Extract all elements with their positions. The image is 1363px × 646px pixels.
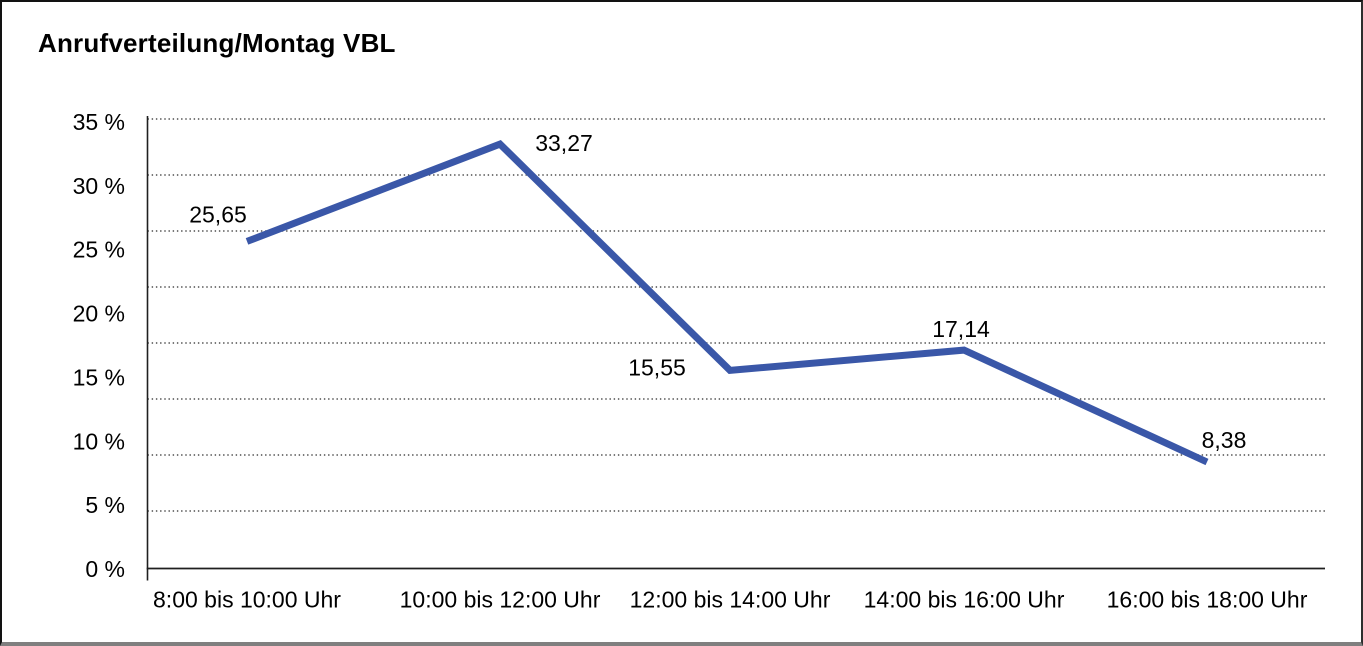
y-tick-label: 35 % — [73, 109, 125, 135]
chart-title: Anrufverteilung/Montag VBL — [38, 28, 396, 58]
x-category-label: 14:00 bis 16:00 Uhr — [864, 587, 1065, 613]
data-point-label: 33,27 — [535, 130, 593, 156]
y-tick-label: 25 % — [73, 237, 125, 263]
y-tick-label: 5 % — [85, 492, 125, 518]
x-category-label: 8:00 bis 10:00 Uhr — [153, 587, 341, 613]
data-series-line — [245, 140, 1209, 466]
y-tick-label: 15 % — [73, 364, 125, 390]
x-category-label: 12:00 bis 14:00 Uhr — [630, 587, 831, 613]
y-tick-label: 30 % — [73, 173, 125, 199]
y-tick-label: 20 % — [73, 301, 125, 327]
data-point-label: 15,55 — [628, 354, 686, 380]
data-point-label: 17,14 — [932, 316, 990, 342]
data-point-label: 8,38 — [1202, 427, 1247, 453]
x-category-label: 10:00 bis 12:00 Uhr — [400, 587, 601, 613]
y-tick-label: 10 % — [73, 428, 125, 454]
x-category-label: 16:00 bis 18:00 Uhr — [1107, 587, 1308, 613]
y-tick-label: 0 % — [85, 556, 125, 582]
data-point-label: 25,65 — [189, 201, 247, 227]
